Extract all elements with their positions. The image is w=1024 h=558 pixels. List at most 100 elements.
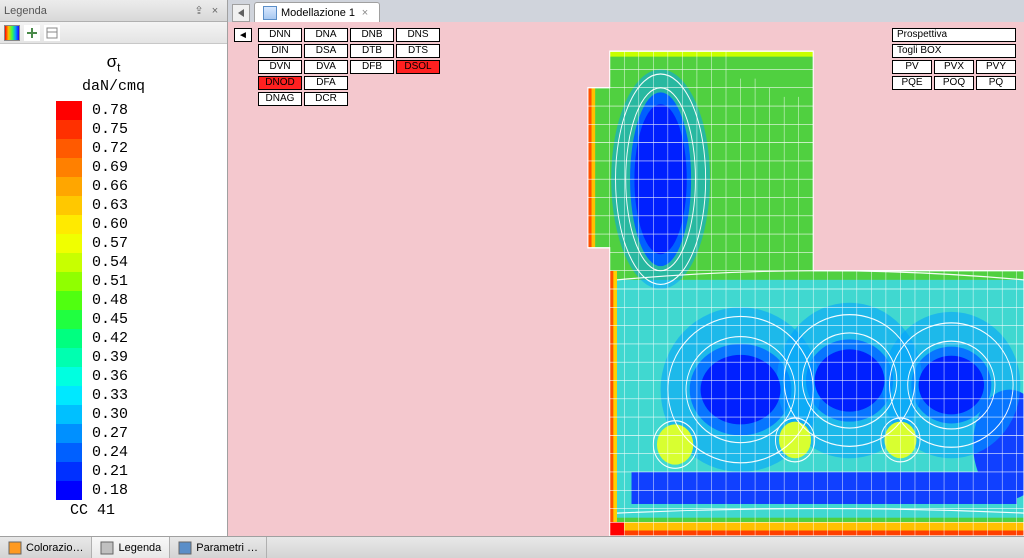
legend-swatch <box>56 215 82 234</box>
status-tab-label: Parametri … <box>196 542 258 554</box>
legend-row: 0.42 <box>56 329 221 348</box>
viewport-back-icon[interactable]: ◄ <box>234 28 252 42</box>
legend-row: 0.45 <box>56 310 221 329</box>
legend-swatch <box>56 367 82 386</box>
legend-row: 0.27 <box>56 424 221 443</box>
legend-panel: Legenda ⇪ × σt daN/cmq 0.780.750.720.690… <box>0 0 228 536</box>
mode-button-dva[interactable]: DVA <box>304 60 348 74</box>
legend-footer: CC 41 <box>6 502 221 519</box>
legend-value: 0.51 <box>92 273 128 290</box>
status-bar: Colorazio… Legenda Parametri … <box>0 536 1024 558</box>
mode-button-dcr[interactable]: DCR <box>304 92 348 106</box>
legend-swatch <box>56 481 82 500</box>
legend-value: 0.24 <box>92 444 128 461</box>
status-tab-label: Colorazio… <box>26 542 83 554</box>
close-icon[interactable]: × <box>207 3 223 19</box>
status-tab-label: Legenda <box>118 542 161 554</box>
status-tab-icon <box>100 541 114 555</box>
legend-swatch <box>56 348 82 367</box>
legend-subscript: t <box>117 60 120 74</box>
legend-sigma: σ <box>107 52 118 71</box>
legend-value: 0.54 <box>92 254 128 271</box>
legend-row: 0.24 <box>56 443 221 462</box>
viewport[interactable]: ◄ DNNDNADNBDNSDINDSADTBDTSDVNDVADFBDSOLD… <box>228 22 1024 536</box>
main-area: Legenda ⇪ × σt daN/cmq 0.780.750.720.690… <box>0 0 1024 536</box>
legend-swatch <box>56 253 82 272</box>
app-root: Legenda ⇪ × σt daN/cmq 0.780.750.720.690… <box>0 0 1024 558</box>
mode-button-dns[interactable]: DNS <box>396 28 440 42</box>
view-button-prospettiva[interactable]: Prospettiva <box>892 28 1016 42</box>
legend-swatch <box>56 329 82 348</box>
legend-row: 0.18 <box>56 481 221 500</box>
mode-button-din[interactable]: DIN <box>258 44 302 58</box>
legend-row: 0.36 <box>56 367 221 386</box>
legend-row: 0.66 <box>56 177 221 196</box>
status-tab-icon <box>178 541 192 555</box>
legend-swatch <box>56 196 82 215</box>
legend-swatch <box>56 272 82 291</box>
legend-row: 0.60 <box>56 215 221 234</box>
mode-button-dnb[interactable]: DNB <box>350 28 394 42</box>
legend-value: 0.66 <box>92 178 128 195</box>
model-panel: Modellazione 1 × ◄ DNNDNADNBDNS DINDSADTB… <box>228 0 1024 536</box>
legend-swatch <box>56 443 82 462</box>
mode-button-dtb[interactable]: DTB <box>350 44 394 58</box>
mode-button-dnn[interactable]: DNN <box>258 28 302 42</box>
legend-swatch <box>56 101 82 120</box>
legend-value: 0.33 <box>92 387 128 404</box>
mode-button-dsa[interactable]: DSA <box>304 44 348 58</box>
legend-value: 0.57 <box>92 235 128 252</box>
legend-row: 0.75 <box>56 120 221 139</box>
mode-button-dnag[interactable]: DNAG <box>258 92 302 106</box>
legend-symbol: σt <box>6 52 221 74</box>
mode-button-dvn[interactable]: DVN <box>258 60 302 74</box>
legend-swatch <box>56 177 82 196</box>
legend-swatch <box>56 158 82 177</box>
legend-value: 0.75 <box>92 121 128 138</box>
legend-swatch <box>56 405 82 424</box>
legend-toolbar <box>0 22 227 44</box>
legend-value: 0.72 <box>92 140 128 157</box>
legend-swatch <box>56 234 82 253</box>
legend-value: 0.27 <box>92 425 128 442</box>
legend-row: 0.48 <box>56 291 221 310</box>
legend-value: 0.42 <box>92 330 128 347</box>
mode-button-dnod[interactable]: DNOD <box>258 76 302 90</box>
tab-strip: Modellazione 1 × <box>228 0 1024 22</box>
legend-value: 0.36 <box>92 368 128 385</box>
legend-row: 0.33 <box>56 386 221 405</box>
legend-value: 0.45 <box>92 311 128 328</box>
legend-swatch <box>56 386 82 405</box>
legend-body: σt daN/cmq 0.780.750.720.690.660.630.600… <box>0 44 227 536</box>
legend-value: 0.21 <box>92 463 128 480</box>
legend-value: 0.69 <box>92 159 128 176</box>
legend-panel-title: Legenda <box>4 5 191 17</box>
tab-nav-back-icon[interactable] <box>232 4 250 22</box>
mode-button-dfa[interactable]: DFA <box>304 76 348 90</box>
legend-row: 0.69 <box>56 158 221 177</box>
pin-icon[interactable]: ⇪ <box>191 3 207 19</box>
legend-row: 0.72 <box>56 139 221 158</box>
legend-swatch <box>56 139 82 158</box>
tab-close-icon[interactable]: × <box>359 7 371 19</box>
legend-swatch <box>56 424 82 443</box>
tab-modellazione[interactable]: Modellazione 1 × <box>254 2 380 22</box>
legend-row: 0.63 <box>56 196 221 215</box>
legend-row: 0.51 <box>56 272 221 291</box>
legend-value: 0.18 <box>92 482 128 499</box>
legend-swatch <box>56 310 82 329</box>
palette-icon[interactable] <box>4 25 20 41</box>
status-tab-colorazio[interactable]: Colorazio… <box>0 537 92 558</box>
display-mode-buttons: DNNDNADNBDNSDINDSADTBDTSDVNDVADFBDSOLDNO… <box>258 28 440 106</box>
status-tab-legenda[interactable]: Legenda <box>92 537 170 558</box>
config-icon[interactable] <box>44 25 60 41</box>
legend-row: 0.78 <box>56 101 221 120</box>
contour-plot <box>428 42 1024 536</box>
mode-button-dfb[interactable]: DFB <box>350 60 394 74</box>
status-tab-parametri[interactable]: Parametri … <box>170 537 267 558</box>
add-icon[interactable] <box>24 25 40 41</box>
legend-swatch <box>56 462 82 481</box>
legend-row: 0.57 <box>56 234 221 253</box>
legend-row: 0.30 <box>56 405 221 424</box>
mode-button-dna[interactable]: DNA <box>304 28 348 42</box>
